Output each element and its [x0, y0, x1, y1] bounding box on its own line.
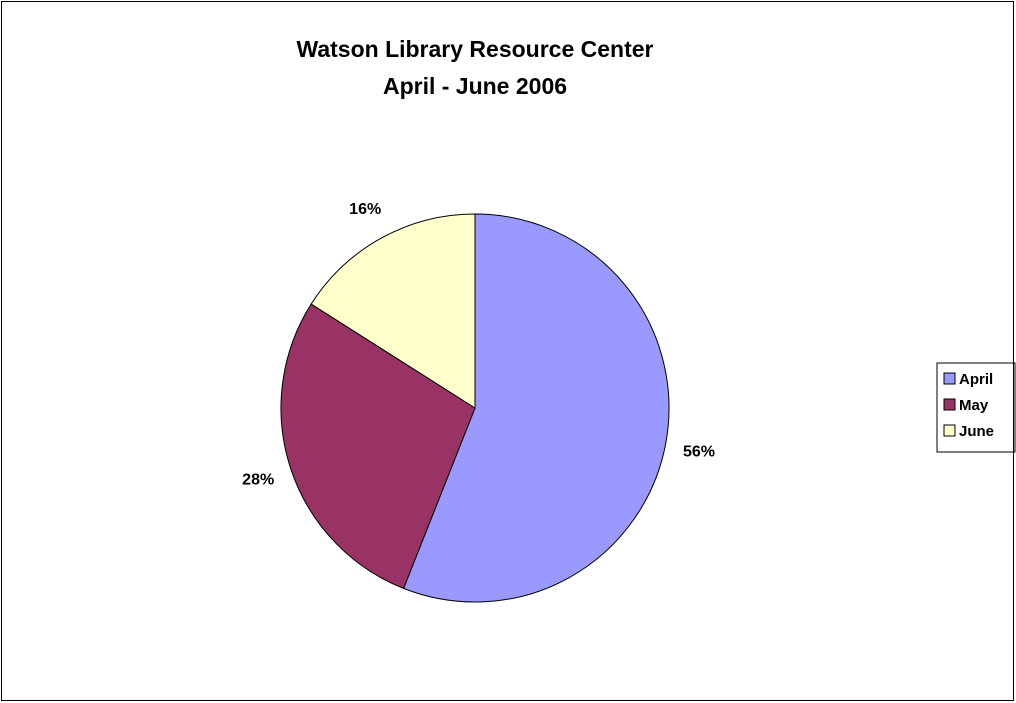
legend-label-may: May	[959, 397, 989, 414]
chart-subtitle: April - June 2006	[383, 73, 567, 99]
legend-swatch-june	[943, 424, 956, 437]
data-label-june: 16%	[349, 201, 381, 218]
legend-label-june: June	[959, 423, 994, 440]
pie-slice-april	[402, 213, 670, 603]
pie-slice-may	[280, 303, 476, 590]
data-label-april: 56%	[683, 444, 715, 461]
chart-title: Watson Library Resource Center	[296, 36, 653, 62]
pie-labels: 56% 28% 16%	[242, 201, 715, 488]
legend: April May June	[936, 362, 1016, 453]
legend-swatch-april	[943, 372, 956, 385]
legend-swatch-may	[943, 398, 956, 411]
pie-slices	[280, 213, 670, 603]
data-label-may: 28%	[242, 472, 274, 489]
pie-slice-june	[310, 213, 476, 409]
legend-label-april: April	[959, 371, 993, 388]
